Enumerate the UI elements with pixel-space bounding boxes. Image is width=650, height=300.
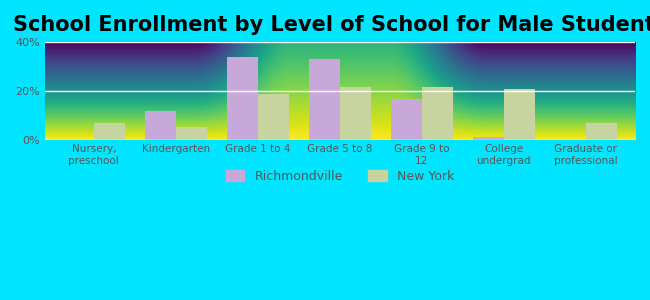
- Bar: [176, 127, 207, 140]
- Bar: [473, 136, 504, 140]
- Bar: [309, 59, 340, 140]
- Bar: [258, 94, 289, 140]
- Bar: [94, 123, 125, 140]
- Bar: [504, 89, 535, 140]
- Bar: [391, 98, 422, 140]
- Bar: [422, 88, 453, 140]
- Bar: [586, 123, 617, 140]
- Title: School Enrollment by Level of School for Male Students: School Enrollment by Level of School for…: [13, 15, 650, 35]
- Bar: [145, 111, 176, 140]
- Bar: [227, 57, 258, 140]
- Bar: [340, 88, 371, 140]
- Legend: Richmondville, New York: Richmondville, New York: [221, 165, 459, 188]
